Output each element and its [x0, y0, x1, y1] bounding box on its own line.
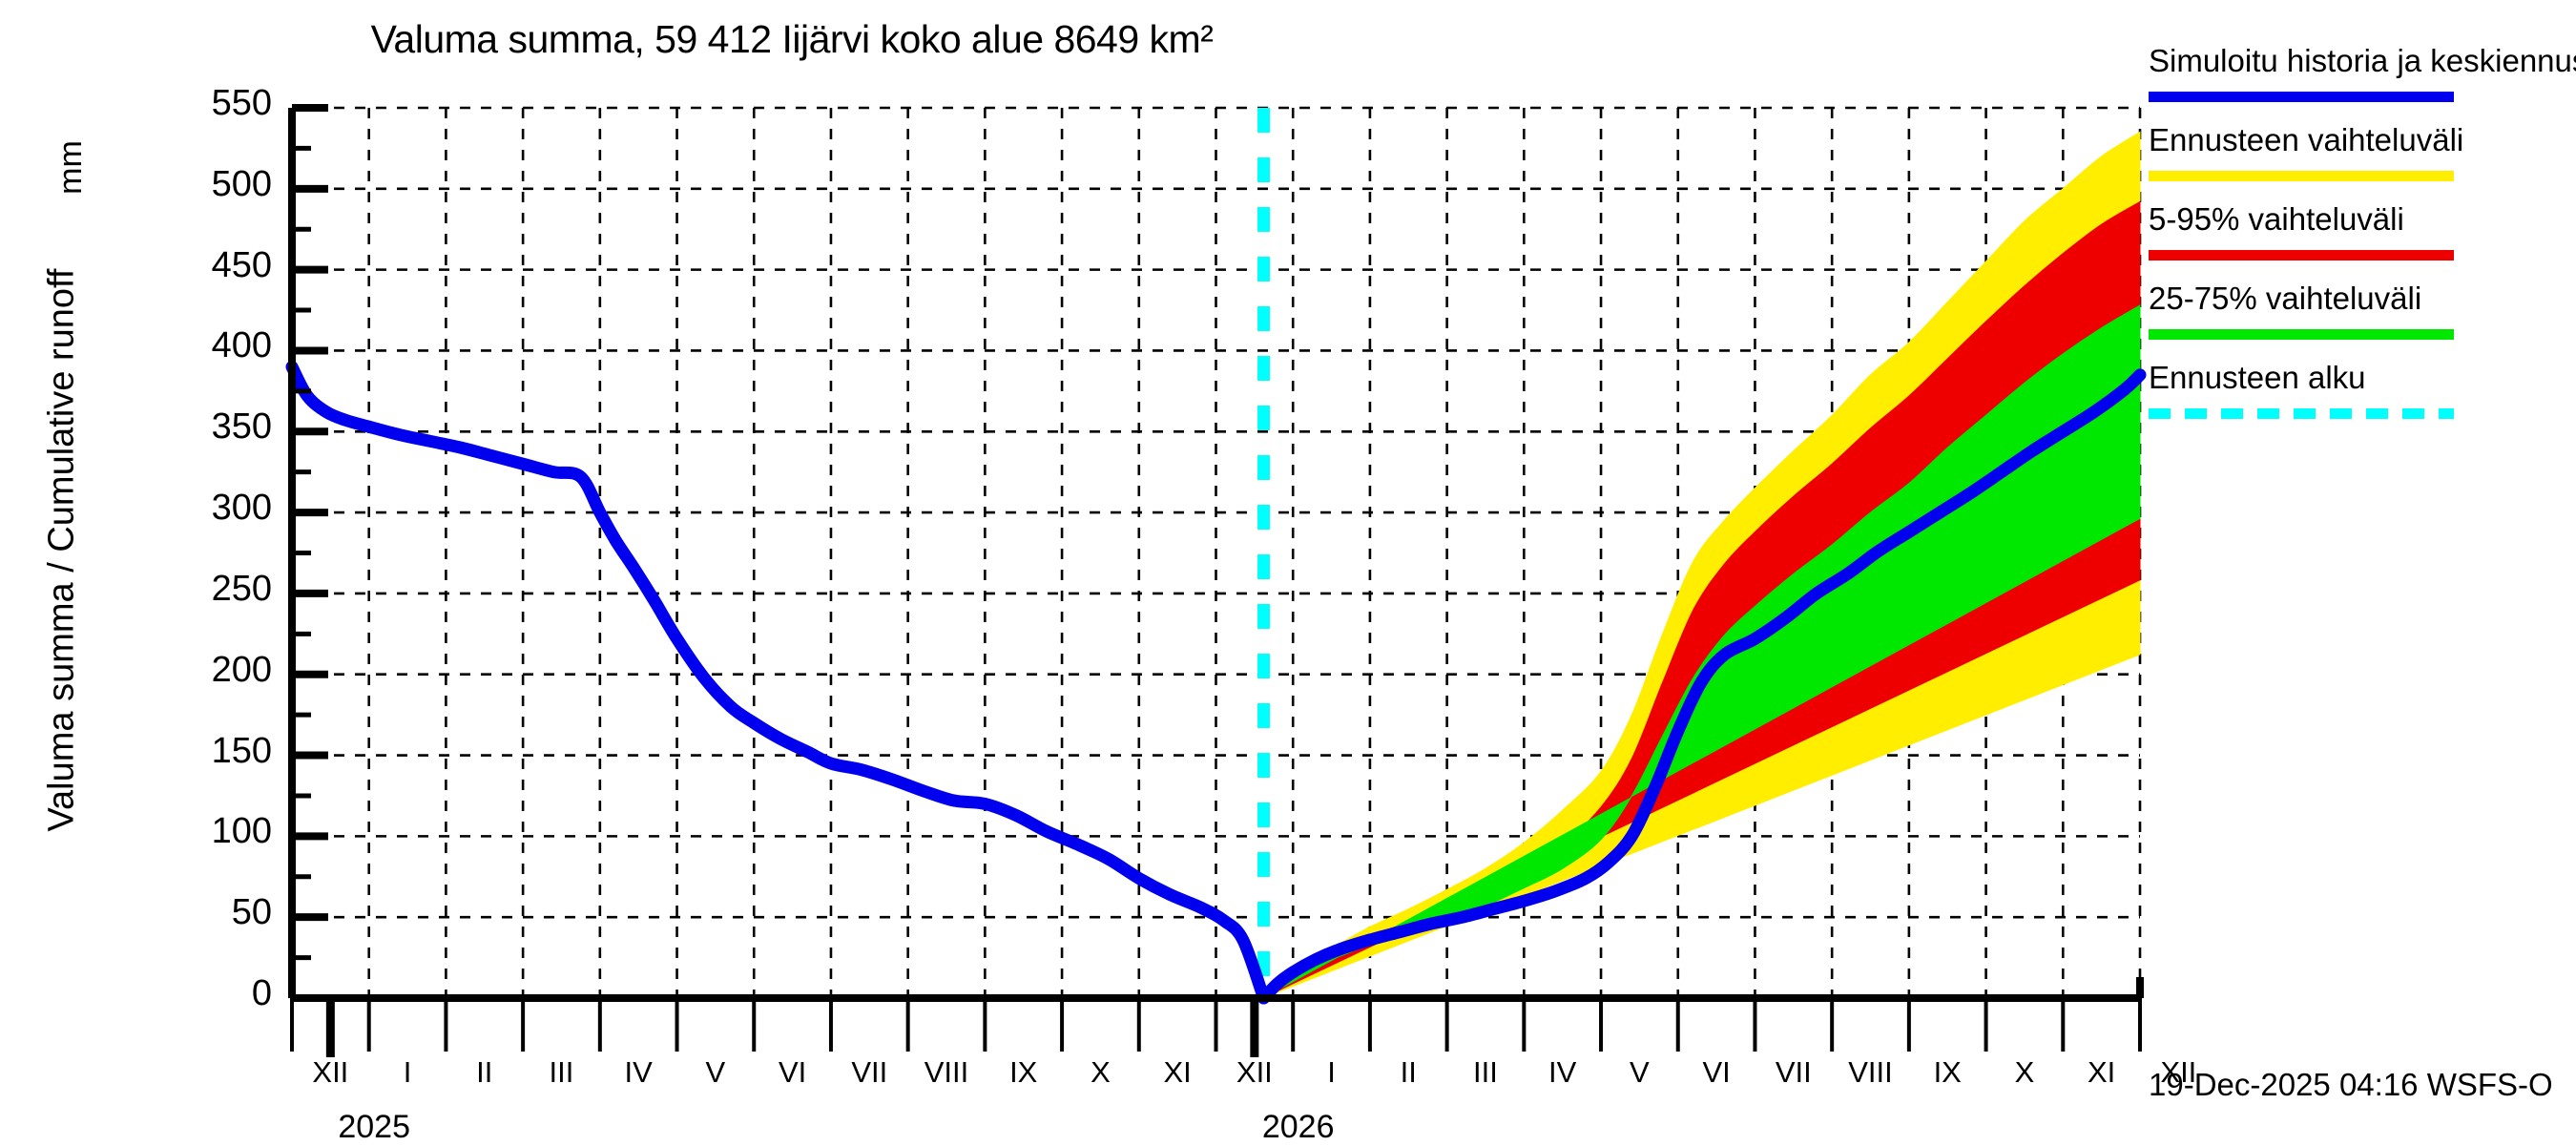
legend-label-3: 25-75% vaihteluväli [2149, 281, 2568, 317]
y-axis-unit-label: mm [52, 140, 89, 195]
x-tick-22: X [2014, 1055, 2035, 1089]
axis-frame [288, 104, 2144, 1057]
x-tick-15: III [1473, 1055, 1498, 1089]
band-1 [1263, 200, 2141, 999]
y-tick-150: 150 [211, 730, 272, 771]
legend-label-4: Ennusteen alku [2149, 359, 2568, 396]
legend-label-0: Simuloitu historia ja keskiennuste [2149, 43, 2576, 79]
year-label-2025: 2025 [338, 1109, 410, 1145]
series-lines [285, 360, 2147, 1005]
year-label-2026: 2026 [1261, 1109, 1335, 1145]
y-tick-450: 450 [211, 244, 272, 285]
y-axis-label: Valuma summa / Cumulative runoff [41, 268, 82, 832]
legend-swatch-forecast-start [2149, 407, 2454, 419]
y-tick-400: 400 [211, 325, 272, 366]
legend-label-2: 5-95% vaihteluväli [2149, 200, 2568, 238]
legend-text-4: Ennusteen alku [2149, 359, 2366, 395]
y-tick-100: 100 [211, 811, 272, 852]
legend-text-2: 5-95% vaihteluväli [2149, 200, 2404, 237]
y-tick-0: 0 [251, 973, 272, 1013]
x-tick-1: I [403, 1055, 412, 1089]
band-0 [1263, 131, 2141, 999]
x-tick-6: VI [778, 1055, 807, 1089]
x-tick-24: XII [2160, 1055, 2197, 1089]
x-tick-13: I [1327, 1055, 1336, 1089]
x-tick-8: VIII [924, 1055, 969, 1089]
legend-label-1: Ennusteen vaihteluväli [2149, 121, 2568, 158]
x-tick-19: VII [1775, 1055, 1812, 1089]
x-tick-2: II [476, 1055, 493, 1089]
x-tick-23: XI [2087, 1055, 2116, 1089]
y-tick-550: 550 [211, 83, 272, 123]
x-tick-17: V [1630, 1055, 1650, 1089]
x-tick-21: IX [1933, 1055, 1962, 1089]
legend-swatch-simulated-history [2149, 91, 2454, 102]
y-tick-250: 250 [211, 568, 272, 609]
chart-legend: Simuloitu historia ja keskiennuste Ennus… [2149, 43, 2576, 440]
y-tick-200: 200 [211, 649, 272, 690]
page-title: Valuma summa, 59 412 Iijärvi koko alue 8… [370, 17, 1214, 61]
forecast-bands [1263, 131, 2141, 999]
grid-lines [292, 106, 2142, 998]
x-tick-5: V [705, 1055, 726, 1089]
y-tick-350: 350 [211, 406, 272, 448]
x-tick-0: XII [312, 1055, 349, 1089]
legend-text-3: 25-75% vaihteluväli [2149, 280, 2422, 316]
series-line-0 [285, 360, 1271, 1005]
x-tick-4: IV [624, 1055, 653, 1089]
y-tick-300: 300 [211, 488, 272, 529]
x-tick-10: X [1091, 1055, 1111, 1089]
x-tick-11: XI [1163, 1055, 1192, 1089]
x-tick-12: XII [1236, 1055, 1273, 1089]
x-tick-20: VIII [1848, 1055, 1893, 1089]
legend-text-1: Ennusteen vaihteluväli [2149, 121, 2464, 157]
x-tick-9: IX [1009, 1055, 1038, 1089]
x-tick-7: VII [851, 1055, 888, 1089]
legend-swatch-5-95 [2149, 249, 2454, 260]
series-line-1 [1257, 368, 2147, 1005]
legend-swatch-25-75 [2149, 328, 2454, 340]
y-tick-50: 50 [231, 892, 272, 933]
legend-swatch-forecast-range [2149, 170, 2454, 181]
y-tick-500: 500 [211, 163, 272, 204]
x-tick-3: III [549, 1055, 574, 1089]
legend-text-0: Simuloitu historia ja keskiennuste [2149, 43, 2576, 78]
timestamp-label: 19-Dec-2025 04:16 WSFS-O [2149, 1067, 2553, 1102]
x-tick-14: II [1400, 1055, 1417, 1089]
x-tick-18: VI [1702, 1055, 1731, 1089]
x-tick-16: IV [1548, 1055, 1577, 1089]
